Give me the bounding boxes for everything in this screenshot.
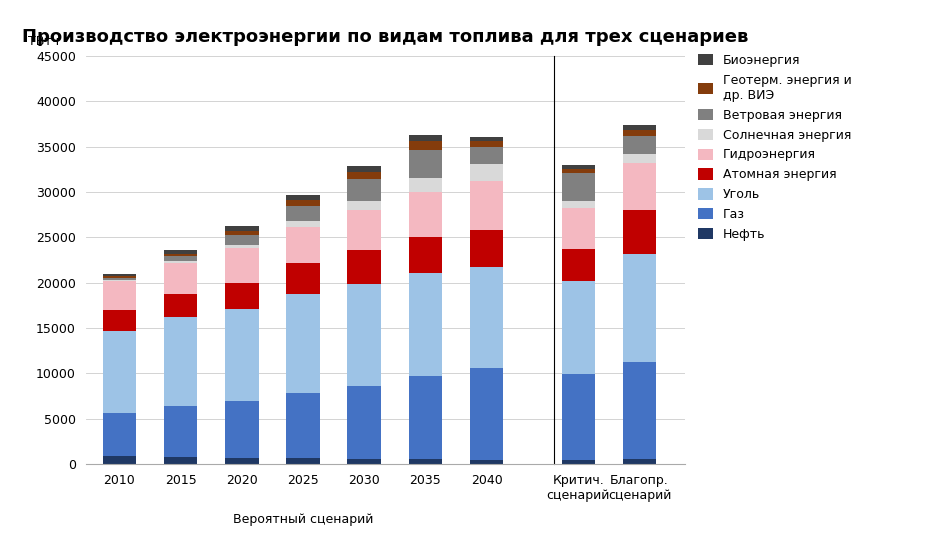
Bar (562, 374, 595, 460)
Bar (287, 200, 320, 206)
Bar (225, 226, 259, 231)
Bar (287, 393, 320, 458)
Bar (103, 310, 136, 331)
Bar (623, 362, 656, 459)
Y-axis label: ТВтч: ТВтч (29, 35, 59, 48)
Bar (225, 231, 259, 235)
Bar (287, 458, 320, 464)
Bar (287, 294, 320, 393)
Bar (225, 248, 259, 283)
Bar (164, 295, 197, 317)
Bar (562, 460, 595, 464)
Bar (623, 136, 656, 154)
Bar (623, 210, 656, 254)
Bar (562, 208, 595, 249)
Bar (469, 164, 504, 181)
Text: Вероятный сценарий: Вероятный сценарий (232, 513, 373, 526)
Bar (164, 249, 197, 254)
Bar (623, 125, 656, 130)
Bar (562, 173, 595, 201)
Bar (287, 195, 320, 200)
Bar (408, 237, 442, 273)
Bar (347, 201, 381, 210)
Bar (347, 165, 381, 172)
Bar (164, 261, 197, 263)
Bar (287, 221, 320, 227)
Bar (562, 201, 595, 208)
Bar (562, 165, 595, 169)
Bar (164, 256, 197, 261)
Bar (623, 130, 656, 136)
Bar (347, 179, 381, 201)
Bar (103, 273, 136, 276)
Bar (103, 276, 136, 278)
Bar (164, 457, 197, 464)
Bar (623, 254, 656, 362)
Bar (408, 178, 442, 192)
Bar (103, 456, 136, 464)
Bar (408, 192, 442, 237)
Bar (225, 235, 259, 245)
Bar (287, 227, 320, 263)
Bar (469, 147, 504, 164)
Bar (562, 249, 595, 281)
Bar (469, 137, 504, 141)
Bar (408, 273, 442, 376)
Bar (164, 263, 197, 295)
Bar (103, 278, 136, 281)
Bar (469, 141, 504, 147)
Bar (287, 263, 320, 294)
Bar (225, 458, 259, 464)
Bar (347, 386, 381, 459)
Bar (103, 331, 136, 413)
Bar (469, 181, 504, 230)
Bar (347, 284, 381, 386)
Bar (408, 150, 442, 178)
Bar (562, 281, 595, 374)
Bar (164, 317, 197, 406)
Bar (469, 230, 504, 267)
Bar (623, 154, 656, 163)
Bar (562, 169, 595, 173)
Bar (469, 460, 504, 464)
Bar (408, 135, 442, 141)
Bar (623, 163, 656, 210)
Bar (408, 141, 442, 150)
Bar (347, 250, 381, 284)
Bar (225, 401, 259, 458)
Bar (103, 413, 136, 456)
Bar (408, 459, 442, 464)
Bar (164, 406, 197, 457)
Legend: Биоэнергия, Геотерм. энергия и
др. ВИЭ, Ветровая энергия, Солнечная энергия, Гид: Биоэнергия, Геотерм. энергия и др. ВИЭ, … (698, 54, 851, 241)
Bar (347, 210, 381, 250)
Bar (103, 281, 136, 310)
Bar (287, 206, 320, 221)
Bar (225, 309, 259, 401)
Bar (347, 459, 381, 464)
Bar (469, 267, 504, 368)
Bar (164, 254, 197, 256)
Bar (225, 283, 259, 309)
Bar (225, 245, 259, 248)
Bar (347, 172, 381, 179)
Bar (408, 376, 442, 459)
Bar (469, 368, 504, 460)
Title: Производство электроэнергии по видам топлива для трех сценариев: Производство электроэнергии по видам топ… (23, 28, 748, 46)
Bar (623, 459, 656, 464)
